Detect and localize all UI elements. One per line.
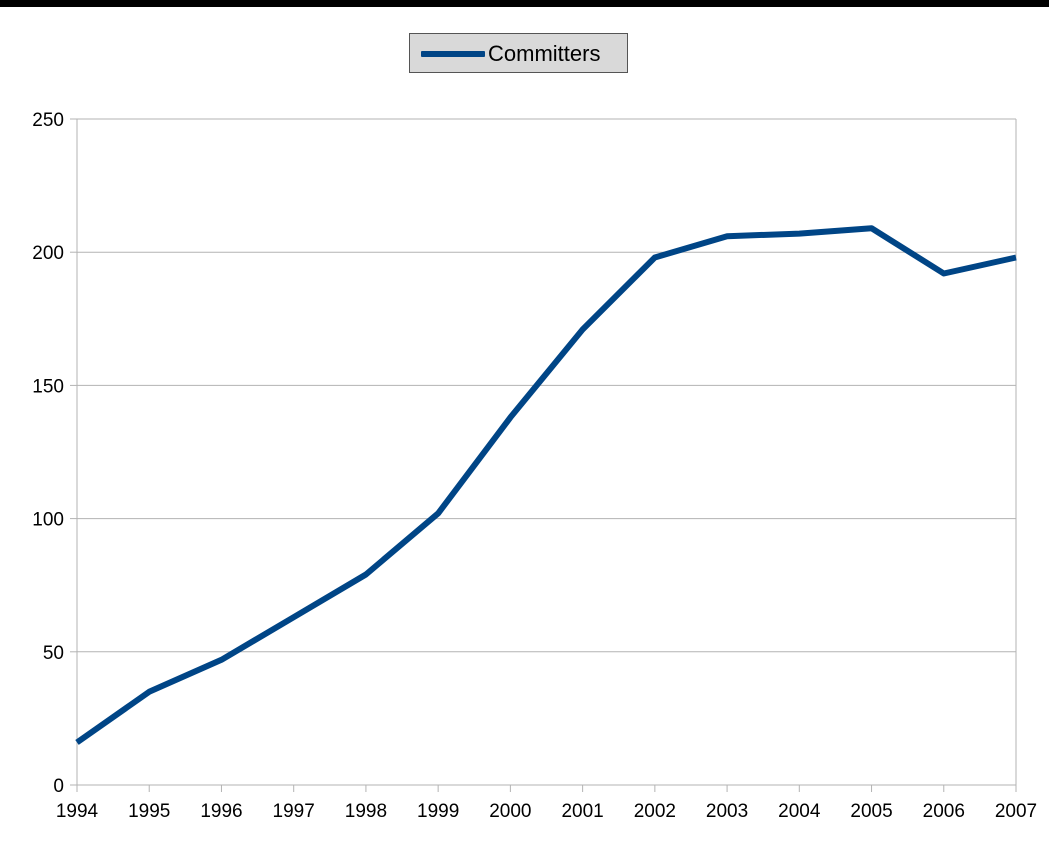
data-point bbox=[510, 417, 511, 418]
y-tick-label: 150 bbox=[32, 376, 64, 397]
data-point bbox=[871, 228, 872, 229]
x-tick-label: 1999 bbox=[417, 801, 459, 822]
grid-lines bbox=[77, 118, 1016, 653]
data-point bbox=[438, 513, 439, 514]
data-point bbox=[943, 273, 944, 274]
data-point bbox=[1016, 257, 1017, 258]
data-point bbox=[582, 329, 583, 330]
data-point bbox=[77, 742, 78, 743]
y-tick-label: 100 bbox=[32, 510, 64, 531]
top-border bbox=[0, 0, 1049, 7]
series-line bbox=[75, 225, 1017, 745]
data-point bbox=[799, 233, 800, 234]
x-tick-label: 2001 bbox=[561, 801, 603, 822]
x-tick-label: 2003 bbox=[706, 801, 748, 822]
data-point bbox=[221, 659, 222, 660]
legend: Committers bbox=[409, 33, 628, 73]
x-tick-label: 1998 bbox=[345, 801, 387, 822]
y-tick-label: 250 bbox=[32, 110, 64, 131]
x-tick-label: 1995 bbox=[128, 801, 170, 822]
x-tick-label: 2005 bbox=[850, 801, 892, 822]
x-tick-label: 1994 bbox=[56, 801, 99, 822]
y-tick-label: 50 bbox=[43, 643, 64, 664]
data-point bbox=[727, 236, 728, 237]
data-point bbox=[293, 617, 294, 618]
axes bbox=[70, 118, 1017, 792]
x-tick-label: 2002 bbox=[634, 801, 676, 822]
tick-labels: 0 50 100 150 200 250 1994 1995 1996 1997 1998 1999 2… bbox=[32, 110, 1037, 822]
x-tick-label: 2004 bbox=[778, 801, 821, 822]
x-tick-label: 2007 bbox=[995, 801, 1037, 822]
legend-label: Committers bbox=[488, 41, 601, 66]
x-tick-label: 1996 bbox=[200, 801, 242, 822]
x-tick-label: 2006 bbox=[923, 801, 965, 822]
data-point bbox=[365, 574, 366, 575]
x-tick-label: 1997 bbox=[273, 801, 315, 822]
legend-swatch bbox=[421, 51, 485, 57]
y-tick-label: 0 bbox=[53, 776, 64, 797]
x-tick-label: 2000 bbox=[489, 801, 531, 822]
y-tick-label: 200 bbox=[32, 243, 64, 264]
series-layer bbox=[75, 225, 1017, 745]
data-point bbox=[654, 257, 655, 258]
data-point bbox=[149, 691, 150, 692]
